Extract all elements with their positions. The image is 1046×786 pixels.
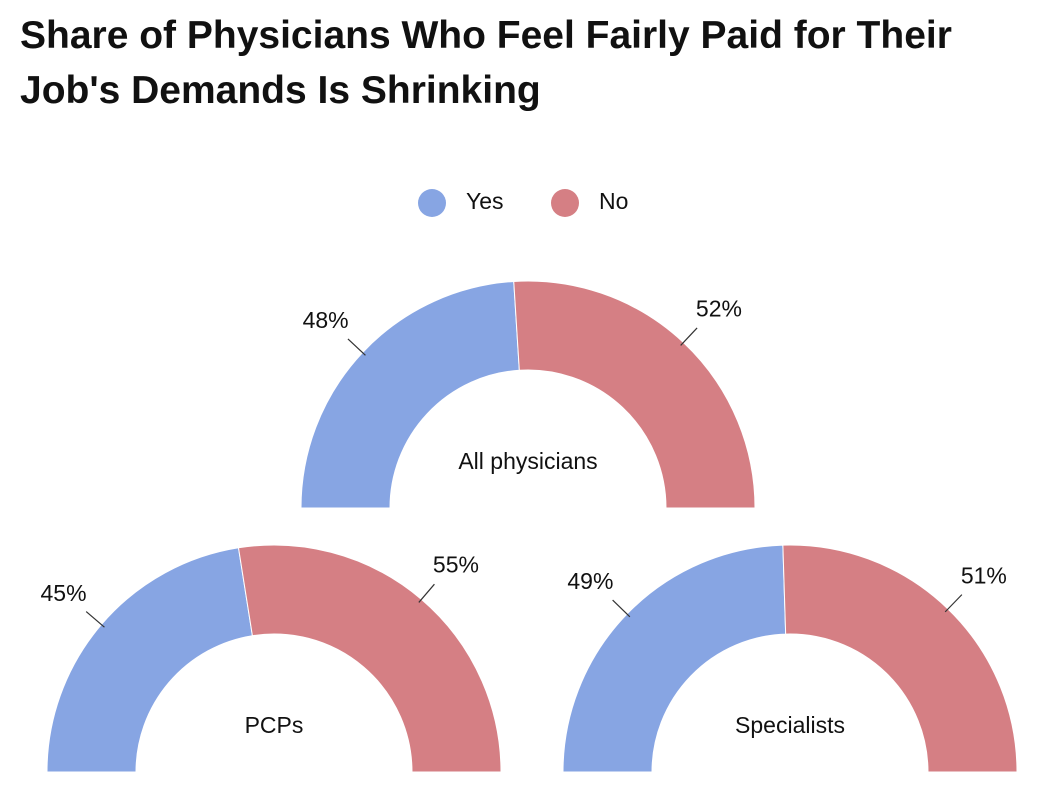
half-donut-slice — [46, 547, 253, 773]
chart-subtitle: All physicians — [458, 448, 597, 474]
legend-label: No — [599, 188, 628, 214]
chart-subtitle: Specialists — [735, 712, 845, 738]
chart-subtitle: PCPs — [245, 712, 304, 738]
value-label: 51% — [961, 563, 1007, 589]
legend-label: Yes — [466, 188, 504, 214]
legend-marker — [418, 189, 446, 217]
half-donut-slice — [237, 544, 502, 773]
leader-line — [944, 594, 963, 613]
leader-line — [680, 327, 698, 346]
leader-line — [612, 599, 631, 618]
half-donut-slice — [782, 544, 1018, 773]
leader-line — [347, 338, 366, 356]
value-label: 55% — [433, 552, 479, 578]
value-label: 48% — [303, 307, 349, 333]
half-donut-slice — [513, 280, 756, 509]
half-donut-slice — [562, 544, 787, 773]
leader-line — [418, 583, 435, 603]
leader-line — [85, 611, 105, 628]
value-label: 49% — [567, 568, 613, 594]
legend-marker — [551, 189, 579, 217]
half-donut-slice — [300, 280, 520, 509]
value-label: 45% — [41, 580, 87, 606]
value-label: 52% — [696, 296, 742, 322]
chart-title: Share of Physicians Who Feel Fairly Paid… — [20, 14, 952, 112]
